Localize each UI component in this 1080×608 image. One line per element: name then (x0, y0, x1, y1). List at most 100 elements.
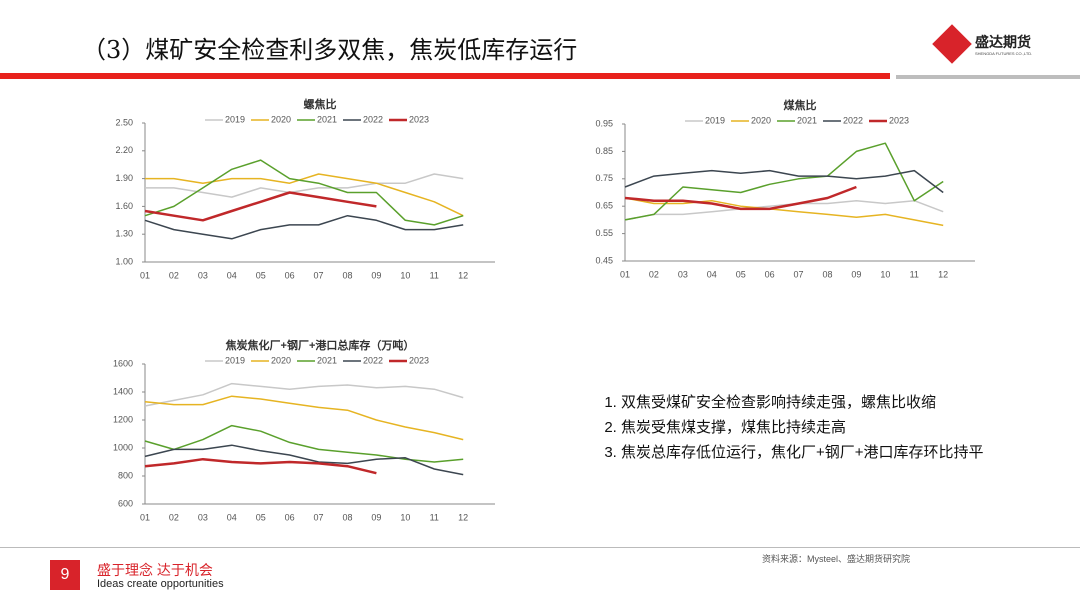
y-tick-label: 0.75 (595, 173, 613, 183)
legend-label: 2021 (317, 114, 337, 124)
y-tick-label: 800 (118, 470, 133, 480)
legend-label: 2020 (271, 355, 291, 365)
y-tick-label: 0.45 (595, 255, 613, 265)
x-tick-label: 01 (620, 269, 630, 279)
series-line (144, 457, 377, 475)
x-tick-label: 04 (227, 512, 237, 522)
series-line (145, 173, 464, 217)
x-tick-label: 11 (430, 270, 439, 280)
x-tick-label: 08 (342, 270, 352, 280)
x-tick-label: 11 (430, 512, 439, 522)
x-tick-label: 10 (880, 269, 890, 279)
y-tick-label: 1.90 (115, 173, 133, 183)
x-tick-label: 03 (198, 270, 208, 280)
legend-label: 2023 (409, 355, 429, 365)
y-tick-label: 0.65 (595, 201, 613, 211)
x-tick-label: 02 (169, 512, 179, 522)
legend-label: 2022 (363, 114, 383, 124)
x-tick-label: 12 (458, 270, 468, 280)
points: 双焦受煤矿安全检查影响持续走强，螺焦比收缩 焦炭受焦煤支撑，煤焦比持续走高 焦炭… (595, 390, 984, 465)
x-tick-label: 11 (910, 269, 919, 279)
x-tick-label: 01 (140, 270, 150, 280)
legend-label: 2020 (271, 114, 291, 124)
legend-label: 2019 (705, 115, 725, 125)
chart-title: 煤焦比 (784, 98, 817, 112)
x-tick-label: 06 (285, 512, 295, 522)
page-number: 9 (50, 560, 80, 590)
legend-label: 2023 (409, 114, 429, 124)
point: 焦炭受焦煤支撑，煤焦比持续走高 (621, 415, 984, 440)
legend-label: 2021 (317, 355, 337, 365)
series-line (144, 395, 464, 441)
series-line (144, 214, 464, 240)
logo-text: 盛达期货 (975, 34, 1031, 50)
legend-label: 2021 (797, 115, 817, 125)
y-tick-label: 1200 (113, 414, 133, 424)
x-tick-label: 07 (314, 270, 324, 280)
y-tick-label: 600 (118, 498, 133, 508)
logo-en: SHENGDA FUTURES CO.,LTD. (975, 51, 1033, 56)
x-tick-label: 10 (400, 270, 410, 280)
y-tick-label: 1.00 (115, 256, 133, 266)
x-tick-label: 09 (851, 269, 861, 279)
y-tick-label: 1600 (113, 358, 133, 368)
legend-label: 2020 (751, 115, 771, 125)
legend-label: 2022 (843, 115, 863, 125)
series-line (144, 382, 464, 407)
x-tick-label: 05 (256, 512, 266, 522)
series-line (624, 142, 944, 221)
series-line (624, 185, 857, 211)
x-tick-label: 07 (314, 512, 324, 522)
series-line (144, 159, 464, 226)
x-tick-label: 03 (678, 269, 688, 279)
x-tick-label: 03 (198, 512, 208, 522)
legend-label: 2019 (225, 355, 245, 365)
y-tick-label: 1.60 (115, 201, 133, 211)
x-tick-label: 08 (342, 512, 352, 522)
header-bar-gray (896, 75, 1080, 79)
series-line (624, 169, 944, 194)
y-tick-label: 0.95 (595, 118, 613, 128)
x-tick-label: 09 (371, 270, 381, 280)
x-tick-label: 06 (765, 269, 775, 279)
x-tick-label: 05 (256, 270, 266, 280)
source: 资料来源：Mysteel、盛达期货研究院 (762, 554, 911, 564)
y-tick-label: 2.50 (115, 117, 133, 127)
chart-title: 螺焦比 (304, 97, 337, 111)
x-tick-label: 04 (227, 270, 237, 280)
x-tick-label: 08 (822, 269, 832, 279)
y-tick-label: 1.30 (115, 229, 133, 239)
x-tick-label: 09 (371, 512, 381, 522)
y-tick-label: 1000 (113, 442, 133, 452)
legend-label: 2023 (889, 115, 909, 125)
series-line (144, 191, 377, 222)
slide-title: （3）煤矿安全检查利多双焦，焦炭低库存运行 (82, 36, 578, 64)
series-line (624, 197, 944, 227)
x-tick-label: 04 (707, 269, 717, 279)
legend-label: 2019 (225, 114, 245, 124)
series-line (144, 424, 464, 463)
footer-line (0, 547, 1080, 548)
header-bar (0, 73, 890, 79)
x-tick-label: 12 (938, 269, 948, 279)
x-tick-label: 07 (794, 269, 804, 279)
slogan-en: Ideas create opportunities (97, 578, 224, 590)
y-tick-label: 0.55 (595, 228, 613, 238)
x-tick-label: 02 (649, 269, 659, 279)
x-tick-label: 01 (140, 512, 150, 522)
x-tick-label: 10 (400, 512, 410, 522)
legend-label: 2022 (363, 355, 383, 365)
slogan: 盛于理念 达于机会 (97, 562, 213, 578)
x-tick-label: 05 (736, 269, 746, 279)
x-tick-label: 06 (285, 270, 295, 280)
chart-title: 焦炭焦化厂+钢厂+港口总库存（万吨） (225, 338, 415, 352)
series-line (144, 444, 464, 476)
point: 双焦受煤矿安全检查影响持续走强，螺焦比收缩 (621, 390, 984, 415)
y-tick-label: 2.20 (115, 145, 133, 155)
point: 焦炭总库存低位运行，焦化厂+钢厂+港口库存环比持平 (621, 440, 984, 465)
x-tick-label: 02 (169, 270, 179, 280)
y-tick-label: 1400 (113, 386, 133, 396)
y-tick-label: 0.85 (595, 146, 613, 156)
